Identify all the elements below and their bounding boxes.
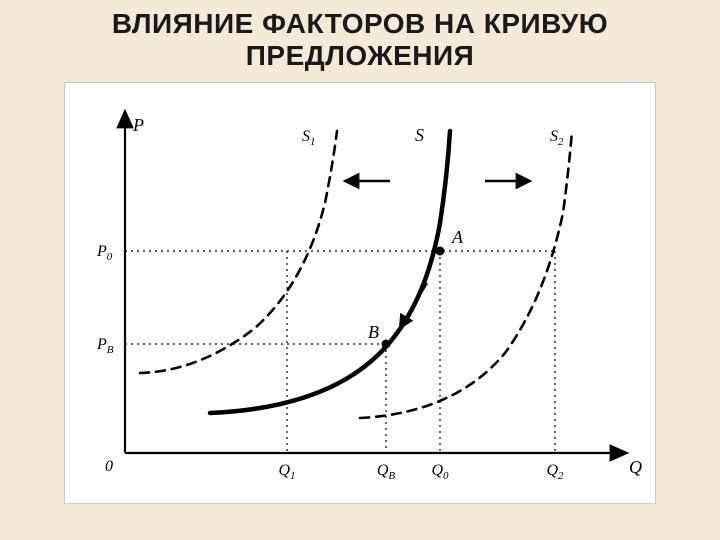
axis-label-p: P [132, 115, 144, 135]
page-title: ВЛИЯНИЕ ФАКТОРОВ НА КРИВУЮ ПРЕДЛОЖЕНИЯ [0, 0, 720, 72]
point-a [436, 247, 445, 256]
x-tick-label: QB [377, 462, 396, 482]
curve-s [210, 131, 450, 413]
curve-s1 [140, 131, 337, 373]
x-tick-label: Q0 [431, 462, 449, 482]
y-tick-label: P0 [96, 243, 113, 263]
axis-label-q: Q [629, 457, 642, 477]
point-label-a: A [451, 227, 464, 247]
y-tick-label: PB [96, 336, 114, 356]
curve-label-s2: S2 [550, 128, 564, 148]
x-tick-label: Q1 [278, 462, 295, 482]
curve-label-s1: S1 [302, 128, 316, 148]
x-tick-label: Q2 [546, 462, 564, 482]
origin-label: 0 [105, 458, 113, 475]
point-b [382, 340, 391, 349]
curve-s2 [360, 131, 572, 418]
title-line-2: ПРЕДЛОЖЕНИЯ [0, 40, 720, 72]
supply-curve-chart: PQ0P0PBQ1QBQ0Q2S1S2SAB [64, 82, 656, 504]
curve-label-s: S [415, 125, 424, 145]
arrow-along-curve-icon [400, 283, 427, 328]
title-line-1: ВЛИЯНИЕ ФАКТОРОВ НА КРИВУЮ [0, 8, 720, 40]
point-label-b: B [368, 322, 379, 342]
